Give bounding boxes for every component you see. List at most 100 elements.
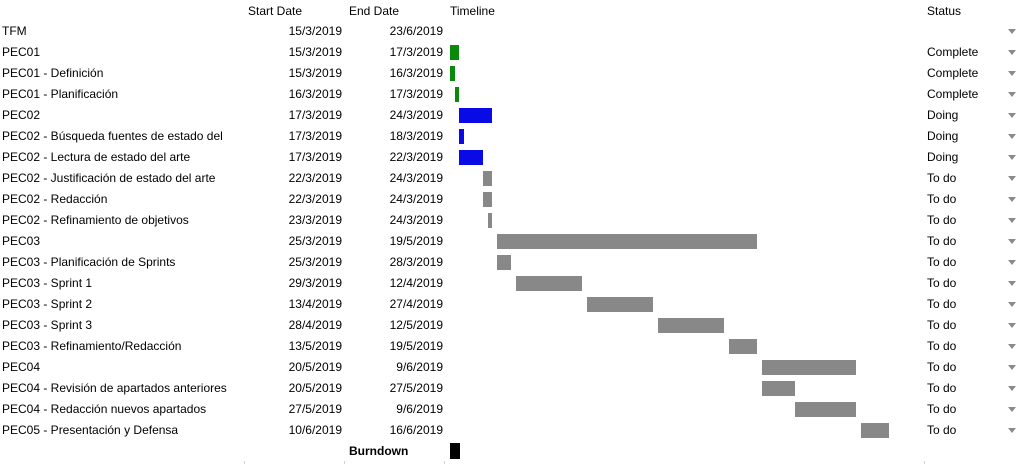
start-date: 20/5/2019 (288, 381, 342, 395)
start-date: 17/3/2019 (288, 150, 342, 164)
chevron-down-icon (1008, 239, 1016, 245)
status-dropdown-arrow[interactable] (1006, 231, 1018, 252)
status-dropdown-arrow[interactable] (1006, 84, 1018, 105)
status-dropdown-arrow[interactable] (1006, 21, 1018, 42)
status-dropdown-arrow[interactable] (1006, 210, 1018, 231)
header-timeline: Timeline (450, 4, 495, 18)
status-value[interactable]: Doing (927, 108, 959, 122)
task-row: PEC04 - Redacción nuevos apartados 27/5/2… (0, 399, 1020, 420)
task-row: PEC03 - Refinamiento/Redacción 13/5/2019 1… (0, 336, 1020, 357)
task-name: PEC04 - Redacción nuevos apartados (2, 402, 207, 416)
task-row: PEC03 - Planificación de Sprints 25/3/201… (0, 252, 1020, 273)
gantt-bar (761, 381, 795, 396)
start-date: 17/3/2019 (288, 108, 342, 122)
gantt-bar (454, 87, 460, 102)
status-dropdown-arrow[interactable] (1006, 147, 1018, 168)
status-value[interactable]: To do (927, 423, 957, 437)
status-value[interactable]: To do (927, 360, 957, 374)
status-value[interactable] (927, 21, 1007, 42)
chevron-down-icon (1008, 260, 1016, 266)
status-dropdown-arrow[interactable] (1006, 252, 1018, 273)
status-value[interactable]: To do (927, 234, 957, 248)
status-dropdown-arrow[interactable] (1006, 126, 1018, 147)
header-end-date: End Date (349, 4, 400, 18)
burndown-label: Burndown (349, 444, 409, 458)
status-value[interactable]: Doing (927, 150, 959, 164)
end-date: 24/3/2019 (389, 213, 443, 227)
status-dropdown-arrow[interactable] (1006, 42, 1018, 63)
status-dropdown-arrow[interactable] (1006, 189, 1018, 210)
task-name: PEC03 - Sprint 2 (2, 297, 93, 311)
chevron-down-icon (1008, 428, 1016, 434)
chevron-down-icon (1008, 323, 1016, 329)
status-value[interactable]: Complete (927, 45, 979, 59)
status-dropdown-arrow[interactable] (1006, 420, 1018, 441)
task-row: PEC02 17/3/2019 24/3/2019 Doing (0, 105, 1020, 126)
start-date: 15/3/2019 (288, 24, 342, 38)
status-value[interactable]: Doing (927, 129, 959, 143)
task-name: PEC03 - Planificación de Sprints (2, 255, 176, 269)
status-dropdown-arrow[interactable] (1006, 63, 1018, 84)
task-name: PEC02 - Búsqueda fuentes de estado del (2, 129, 223, 143)
status-dropdown-arrow[interactable] (1006, 294, 1018, 315)
end-date: 9/6/2019 (396, 360, 443, 374)
status-dropdown-arrow[interactable] (1006, 315, 1018, 336)
gantt-bar (450, 66, 455, 81)
status-value[interactable]: Complete (927, 66, 979, 80)
status-dropdown-arrow[interactable] (1006, 378, 1018, 399)
end-date: 19/5/2019 (389, 234, 443, 248)
status-value[interactable]: To do (927, 339, 957, 353)
status-dropdown-arrow[interactable] (1006, 399, 1018, 420)
status-dropdown-arrow[interactable] (1006, 168, 1018, 189)
status-value[interactable]: To do (927, 318, 957, 332)
start-date: 10/6/2019 (288, 423, 342, 437)
end-date: 24/3/2019 (389, 108, 443, 122)
status-value[interactable]: To do (927, 213, 957, 227)
task-name: PEC01 - Planificación (2, 87, 119, 101)
status-value[interactable]: Complete (927, 87, 979, 101)
chevron-down-icon (1008, 29, 1016, 35)
task-name: PEC03 - Sprint 3 (2, 318, 93, 332)
status-dropdown-arrow[interactable] (1006, 336, 1018, 357)
gantt-bar (487, 213, 493, 228)
status-dropdown-arrow[interactable] (1006, 357, 1018, 378)
column-tick (244, 461, 245, 464)
task-row: PEC02 - Lectura de estado del arte 17/3/2… (0, 147, 1020, 168)
end-date: 28/3/2019 (389, 255, 443, 269)
gantt-bar (459, 129, 465, 144)
end-date: 12/5/2019 (389, 318, 443, 332)
task-name: PEC02 - Redacción (2, 192, 108, 206)
end-date: 17/3/2019 (389, 87, 443, 101)
status-dropdown-arrow[interactable] (1006, 273, 1018, 294)
task-name: PEC01 (2, 45, 41, 59)
status-value[interactable]: To do (927, 192, 957, 206)
burndown-bar (450, 443, 460, 459)
end-date: 23/6/2019 (389, 24, 443, 38)
task-name: PEC02 - Lectura de estado del arte (2, 150, 191, 164)
gantt-bar (483, 171, 493, 186)
gantt-bar (761, 360, 856, 375)
status-value[interactable]: To do (927, 171, 957, 185)
status-value[interactable]: To do (927, 381, 957, 395)
status-value[interactable]: To do (927, 297, 957, 311)
gantt-bar (794, 402, 856, 417)
chevron-down-icon (1008, 92, 1016, 98)
start-date: 27/5/2019 (288, 402, 342, 416)
status-value[interactable]: To do (927, 255, 957, 269)
chevron-down-icon (1008, 365, 1016, 371)
task-row: PEC01 - Planificación 16/3/2019 17/3/2019 C… (0, 84, 1020, 105)
start-date: 22/3/2019 (288, 192, 342, 206)
end-date: 16/6/2019 (389, 423, 443, 437)
start-date: 20/5/2019 (288, 360, 342, 374)
status-value[interactable]: To do (927, 402, 957, 416)
start-date: 25/3/2019 (288, 234, 342, 248)
task-row: PEC03 - Sprint 2 13/4/2019 27/4/2019 To do (0, 294, 1020, 315)
chevron-down-icon (1008, 71, 1016, 77)
end-date: 22/3/2019 (389, 150, 443, 164)
gantt-bar (459, 108, 493, 123)
chevron-down-icon (1008, 302, 1016, 308)
status-value[interactable]: To do (927, 276, 957, 290)
task-name: PEC01 - Definición (2, 66, 104, 80)
status-dropdown-arrow[interactable] (1006, 105, 1018, 126)
task-name: PEC03 (2, 234, 41, 248)
